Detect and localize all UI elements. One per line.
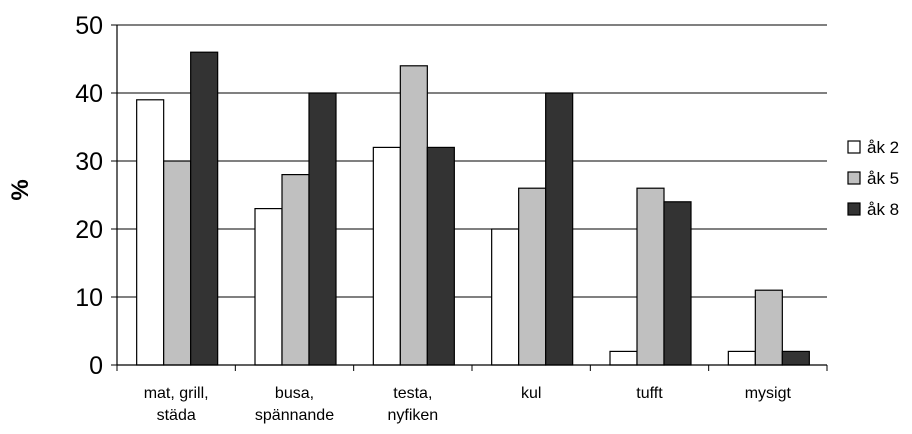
legend-swatch	[847, 202, 861, 216]
bar	[426, 146, 455, 366]
grid-lines	[111, 24, 827, 366]
y-tick-label: 40	[75, 80, 103, 108]
y-axis-label: %	[7, 179, 34, 200]
bar	[190, 51, 219, 366]
bar	[636, 187, 665, 366]
x-tick-label: busa,	[275, 385, 314, 402]
bar	[609, 350, 638, 366]
bar	[545, 92, 574, 366]
x-tick-labels: mat, grill, städa busa, spännande testa, nyfi…	[144, 385, 792, 424]
bar	[136, 99, 165, 366]
x-tick-label: tufft	[636, 385, 663, 402]
bar	[518, 187, 547, 366]
bar	[754, 289, 783, 366]
bar	[163, 160, 192, 366]
x-tick-label: mysigt	[745, 385, 792, 402]
y-tick-label: 50	[75, 12, 103, 40]
x-tick-label: spännande	[255, 407, 334, 424]
legend-label: åk 5	[867, 169, 899, 188]
bar	[372, 146, 401, 366]
legend-swatch	[847, 171, 861, 185]
bars	[136, 51, 810, 366]
legend-label: åk 8	[867, 200, 899, 219]
x-tick-label: testa,	[393, 385, 432, 402]
y-tick-label: 30	[75, 148, 103, 176]
bar	[281, 174, 310, 366]
y-tick-labels: 0 10 20 30 40 50	[75, 12, 103, 380]
x-tick-label: städa	[157, 407, 196, 424]
y-tick-label: 20	[75, 216, 103, 244]
x-tick-label: kul	[521, 385, 541, 402]
bar	[399, 65, 428, 366]
x-tick-label: mat, grill,	[144, 385, 209, 402]
legend-swatch	[847, 140, 861, 154]
bar	[663, 201, 692, 366]
bar	[781, 350, 810, 366]
axes	[116, 25, 828, 371]
bar	[491, 228, 520, 366]
x-tick-label: nyfiken	[387, 407, 438, 424]
bar	[308, 92, 337, 366]
bar	[727, 350, 756, 366]
legend-label: åk 2	[867, 138, 899, 157]
y-tick-label: 0	[89, 352, 103, 380]
y-tick-label: 10	[75, 284, 103, 312]
legend: åk 2 åk 5 åk 8	[847, 138, 899, 219]
bar	[254, 208, 283, 366]
